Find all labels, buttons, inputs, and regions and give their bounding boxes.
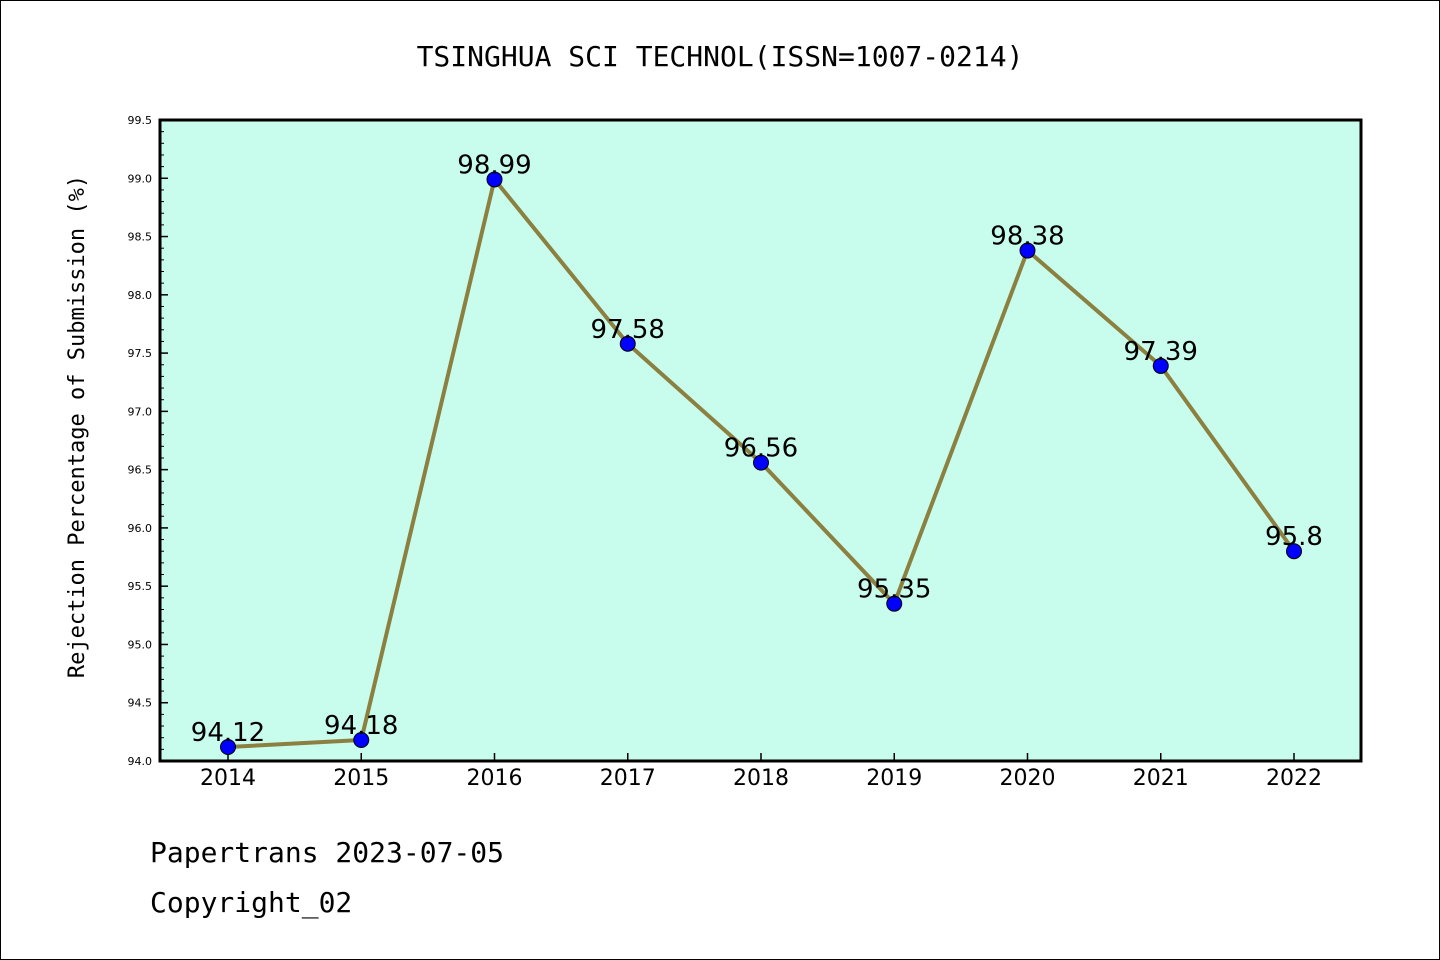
y-tick-label: 97.5 <box>128 347 153 360</box>
footer-date-text: Papertrans 2023-07-05 <box>150 836 505 869</box>
data-point-marker <box>1152 357 1169 374</box>
data-point-label: 94.12 <box>191 718 265 748</box>
y-tick-label: 94.5 <box>128 697 153 710</box>
plot-area <box>158 118 1363 763</box>
x-tick-label: 2016 <box>467 766 523 791</box>
y-tick-label: 99.0 <box>128 172 153 185</box>
footer-copyright-text: Copyright_02 <box>150 886 353 919</box>
y-tick-label: 97.0 <box>128 405 153 418</box>
chart-title: TSINGHUA SCI TECHNOL(ISSN=1007-0214) <box>417 40 1024 73</box>
x-tick-label: 2022 <box>1266 766 1322 791</box>
x-tick-label: 2015 <box>333 766 389 791</box>
x-tick-label: 2018 <box>733 766 789 791</box>
y-tick-label: 99.5 <box>128 114 153 127</box>
y-tick-label: 95.0 <box>128 638 153 651</box>
data-labels: 94.12 94.18 98.99 97.58 96.56 95.35 98.38 97.39… <box>191 150 1323 748</box>
y-tick-label: 95.5 <box>128 580 153 593</box>
x-tick-label: 2020 <box>1000 766 1056 791</box>
x-axis: 2014 2015 2016 2017 2018 2019 2020 2021 2022 <box>200 753 1322 791</box>
data-point-marker <box>886 595 903 612</box>
data-point-marker <box>619 335 636 352</box>
data-point-label: 96.56 <box>724 434 798 464</box>
data-point-label: 94.18 <box>324 711 398 741</box>
x-tick-label: 2014 <box>200 766 256 791</box>
y-tick-label: 98.5 <box>128 231 153 244</box>
x-tick-label: 2017 <box>600 766 656 791</box>
data-point-marker <box>1286 543 1302 560</box>
data-point-marker <box>753 454 769 471</box>
data-point-label: 98.38 <box>990 222 1064 252</box>
y-axis: 94.0 94.5 95.0 95.5 96.0 96.5 97.0 97.5 98.0 98.5… <box>128 114 168 768</box>
data-point-label: 95.35 <box>857 575 931 605</box>
data-point-label: 97.58 <box>591 315 665 345</box>
data-point-label: 97.39 <box>1124 337 1198 367</box>
y-tick-label: 94.0 <box>128 755 153 768</box>
y-tick-label: 96.0 <box>128 522 153 535</box>
data-point-marker <box>220 739 236 756</box>
y-tick-label: 96.5 <box>128 464 153 477</box>
data-point-marker <box>1019 242 1036 259</box>
y-axis-label: Rejection Percentage of Submission (%) <box>65 175 90 678</box>
x-tick-label: 2021 <box>1133 766 1189 791</box>
x-tick-label: 2019 <box>866 766 922 791</box>
data-point-marker <box>353 732 370 749</box>
data-point-marker <box>486 171 503 188</box>
data-point-label: 98.99 <box>457 150 531 180</box>
data-point-label: 95.8 <box>1265 522 1323 552</box>
y-tick-label: 98.0 <box>128 289 153 302</box>
data-markers <box>220 171 1302 756</box>
